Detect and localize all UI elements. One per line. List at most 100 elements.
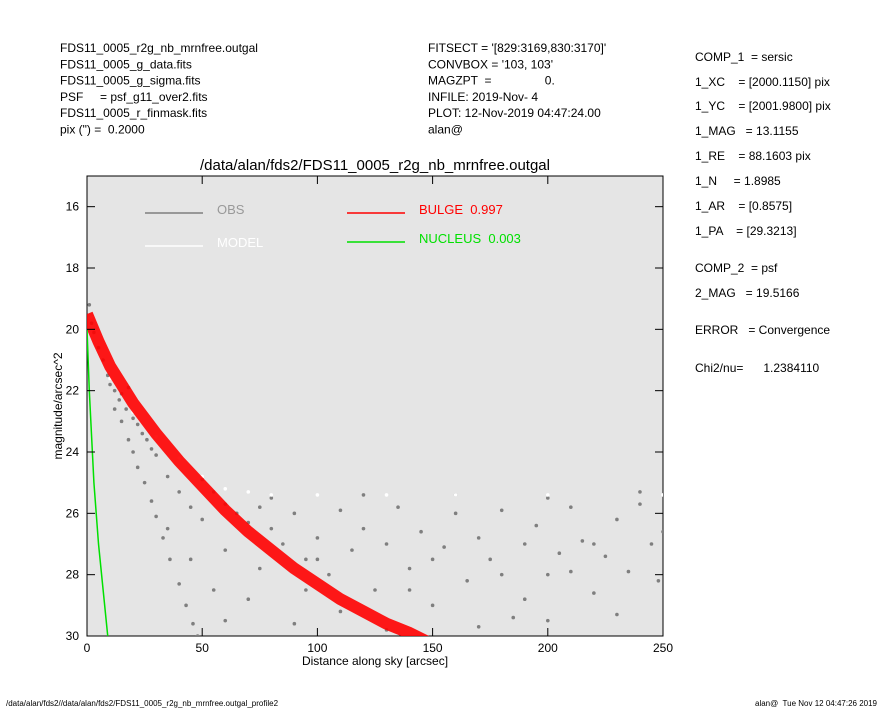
data-point [168,557,172,562]
data-point [108,382,112,387]
data-point [396,505,400,510]
data-point [453,493,458,497]
data-point [184,603,188,608]
data-point [135,422,140,427]
data-point [419,529,423,534]
data-point [223,487,228,491]
data-point [161,536,165,540]
x-tick-label: 0 [84,641,91,655]
data-point [361,526,366,531]
x-tick-label: 100 [307,641,327,655]
data-point [223,618,228,623]
plot-area [86,175,664,637]
data-point [200,517,204,522]
data-point [661,529,663,534]
data-point [546,618,550,623]
data-point [142,480,147,485]
header-right-line: 2_MAG = 19.5166 [695,286,800,300]
data-point [281,542,285,546]
data-point [145,437,149,442]
data-point [656,579,661,583]
data-point [580,539,585,543]
data-point [638,502,642,506]
data-point [258,566,262,571]
data-point [87,303,92,307]
data-point [131,416,135,421]
data-point [476,625,481,629]
data-point [112,407,117,411]
data-point [592,542,596,546]
data-point [126,437,131,442]
x-tick-label: 250 [653,641,673,655]
header-left-line: pix (") = 0.2000 [60,123,145,137]
data-point [430,557,435,562]
header-right-line: 1_PA = [29.3213] [695,224,797,238]
data-point [117,398,122,402]
header-middle-line: CONVBOX = '103, 103' [428,57,553,71]
data-point [546,496,550,500]
data-point [476,536,481,540]
data-point [338,609,343,614]
header-middle-line: INFILE: 2019-Nov- 4 [428,90,538,104]
data-point [165,474,170,479]
x-tick-label: 200 [538,641,558,655]
header-right-line: COMP_2 = psf [695,261,778,275]
profile-line [87,311,430,636]
data-point [442,545,446,549]
data-point [546,493,550,497]
data-point [304,588,308,592]
data-point [315,493,320,497]
footer-left: /data/alan/fds2//data/alan/fds2/FDS11_00… [6,699,279,708]
data-point [361,493,366,497]
data-point [615,517,619,522]
data-point [124,407,128,411]
data-point [465,579,469,583]
data-point [522,597,527,601]
data-point [499,572,504,577]
header-right-line: 1_N = 1.8985 [695,174,781,188]
footer-right: alan@ Tue Nov 12 04:47:26 2019 [755,699,878,708]
x-axis-label: Distance along sky [arcsec] [302,654,448,668]
header-right-line: Chi2/nu= 1.2384110 [695,361,820,375]
header-right-line: ERROR = Convergence [695,323,830,337]
data-point [327,572,331,577]
data-point [292,511,297,516]
data-point [223,548,228,552]
header-left-line: FDS11_0005_r_finmask.fits [60,106,207,120]
data-point [453,511,458,516]
data-point [522,542,527,546]
data-point [569,569,573,574]
header: FDS11_0005_r2g_nb_mrnfree.outgal FDS11_00… [60,41,831,375]
header-left-line: FDS11_0005_g_data.fits [60,57,192,71]
header-left-line: FDS11_0005_g_sigma.fits [60,74,201,88]
data-point [154,453,158,457]
data-point [112,388,117,393]
legend-label: NUCLEUS 0.003 [419,231,521,246]
data-point [407,566,412,571]
header-right-line: 1_RE = 88.1603 pix [695,149,811,163]
data-point [269,496,274,500]
data-point [135,465,140,470]
header-middle-line: alan@ [428,123,463,137]
chart-title: /data/alan/fds2/FDS11_0005_r2g_nb_mrnfre… [200,157,550,174]
data-point [638,490,642,494]
data-point [246,490,251,494]
data-point [603,554,608,559]
data-point [191,621,195,626]
data-point [315,536,320,540]
axes: 0 50 100 150 200 250 16 18 20 22 24 26 28 30 OBS MODEL B… [66,176,673,655]
header-middle-line: PLOT: 12-Nov-2019 04:47:24.00 [428,106,601,120]
data-point [211,588,216,592]
data-point [131,450,135,454]
data-point [546,572,550,577]
x-tick-label: 50 [196,641,210,655]
y-tick-label: 16 [66,200,80,214]
data-point [195,634,200,636]
data-point [165,526,170,531]
plot-marks [87,303,663,636]
data-point [177,490,181,494]
legend-label: OBS [217,202,245,217]
y-tick-label: 24 [66,445,80,459]
data-point [149,447,154,451]
data-point [149,499,154,503]
